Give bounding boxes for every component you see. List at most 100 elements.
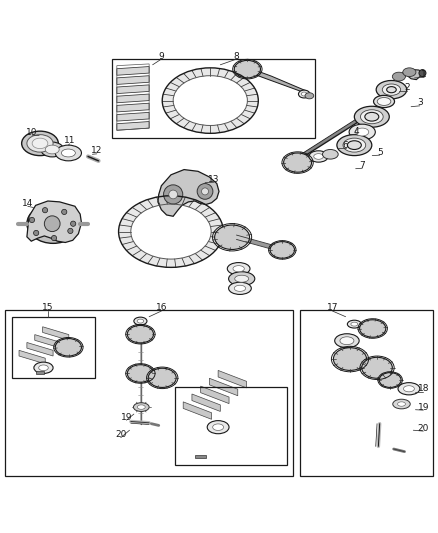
Polygon shape bbox=[195, 455, 206, 458]
Ellipse shape bbox=[337, 135, 372, 156]
Text: 14: 14 bbox=[22, 199, 33, 208]
Ellipse shape bbox=[340, 337, 354, 345]
Ellipse shape bbox=[354, 106, 389, 127]
Text: 20: 20 bbox=[115, 430, 127, 439]
Polygon shape bbox=[162, 68, 258, 133]
Polygon shape bbox=[201, 386, 229, 403]
Polygon shape bbox=[117, 85, 149, 94]
Ellipse shape bbox=[301, 92, 307, 96]
Ellipse shape bbox=[32, 138, 48, 149]
Polygon shape bbox=[42, 327, 69, 340]
Ellipse shape bbox=[351, 322, 358, 326]
Text: 9: 9 bbox=[159, 52, 164, 61]
Polygon shape bbox=[36, 372, 44, 374]
Ellipse shape bbox=[398, 402, 406, 406]
Circle shape bbox=[71, 221, 76, 227]
Circle shape bbox=[163, 185, 183, 204]
Ellipse shape bbox=[235, 275, 249, 282]
Ellipse shape bbox=[27, 204, 79, 244]
Text: 13: 13 bbox=[208, 175, 219, 184]
Circle shape bbox=[29, 217, 35, 223]
Ellipse shape bbox=[398, 383, 420, 395]
Polygon shape bbox=[158, 169, 219, 216]
Polygon shape bbox=[117, 76, 149, 84]
Text: 11: 11 bbox=[64, 136, 75, 146]
Ellipse shape bbox=[55, 145, 81, 161]
Text: 5: 5 bbox=[377, 148, 382, 157]
Text: 19: 19 bbox=[417, 402, 429, 411]
Polygon shape bbox=[35, 335, 61, 348]
Circle shape bbox=[169, 190, 177, 199]
Ellipse shape bbox=[314, 154, 323, 159]
Ellipse shape bbox=[207, 421, 229, 434]
Circle shape bbox=[34, 230, 39, 236]
Polygon shape bbox=[27, 343, 53, 356]
Text: 10: 10 bbox=[26, 127, 38, 136]
Polygon shape bbox=[27, 201, 81, 243]
Ellipse shape bbox=[347, 320, 361, 328]
Text: 16: 16 bbox=[155, 303, 167, 312]
Ellipse shape bbox=[403, 68, 416, 77]
Ellipse shape bbox=[41, 142, 64, 157]
Polygon shape bbox=[117, 94, 149, 103]
Polygon shape bbox=[245, 67, 311, 95]
Ellipse shape bbox=[234, 285, 246, 292]
Polygon shape bbox=[119, 196, 223, 268]
Text: 7: 7 bbox=[359, 161, 365, 169]
Ellipse shape bbox=[347, 141, 361, 149]
Ellipse shape bbox=[349, 124, 375, 140]
Ellipse shape bbox=[215, 225, 250, 249]
Text: 2: 2 bbox=[404, 83, 410, 92]
Circle shape bbox=[42, 207, 48, 213]
Polygon shape bbox=[218, 370, 247, 388]
Ellipse shape bbox=[234, 60, 261, 78]
Ellipse shape bbox=[393, 399, 410, 409]
Polygon shape bbox=[117, 112, 149, 121]
Ellipse shape bbox=[343, 138, 366, 152]
Ellipse shape bbox=[148, 368, 176, 387]
Ellipse shape bbox=[270, 241, 294, 258]
Text: 20: 20 bbox=[418, 424, 429, 433]
Text: 8: 8 bbox=[233, 52, 239, 61]
Ellipse shape bbox=[134, 317, 147, 325]
Circle shape bbox=[201, 188, 208, 195]
Ellipse shape bbox=[134, 403, 149, 411]
Ellipse shape bbox=[309, 151, 328, 162]
Ellipse shape bbox=[137, 319, 144, 323]
Ellipse shape bbox=[229, 282, 251, 294]
Ellipse shape bbox=[403, 386, 414, 392]
Polygon shape bbox=[117, 67, 149, 75]
Polygon shape bbox=[117, 103, 149, 112]
Text: 17: 17 bbox=[327, 303, 338, 312]
Ellipse shape bbox=[362, 357, 392, 378]
Circle shape bbox=[44, 216, 60, 231]
Ellipse shape bbox=[365, 112, 379, 121]
Text: 18: 18 bbox=[417, 384, 429, 393]
Polygon shape bbox=[19, 350, 45, 364]
Circle shape bbox=[62, 209, 67, 214]
Ellipse shape bbox=[127, 326, 153, 343]
Ellipse shape bbox=[229, 272, 255, 286]
Ellipse shape bbox=[21, 131, 58, 156]
Ellipse shape bbox=[360, 110, 383, 124]
Ellipse shape bbox=[138, 405, 145, 409]
Ellipse shape bbox=[227, 263, 250, 275]
Ellipse shape bbox=[379, 373, 401, 387]
Ellipse shape bbox=[322, 149, 338, 159]
Polygon shape bbox=[209, 378, 238, 395]
Ellipse shape bbox=[39, 365, 48, 370]
Ellipse shape bbox=[233, 265, 244, 272]
Text: 12: 12 bbox=[91, 146, 102, 155]
Ellipse shape bbox=[377, 98, 391, 106]
Ellipse shape bbox=[34, 362, 53, 374]
Ellipse shape bbox=[27, 135, 53, 152]
Ellipse shape bbox=[382, 84, 401, 95]
Polygon shape bbox=[183, 402, 212, 419]
Ellipse shape bbox=[335, 334, 359, 348]
Circle shape bbox=[68, 228, 73, 233]
Text: 15: 15 bbox=[42, 303, 53, 312]
Polygon shape bbox=[396, 69, 423, 79]
Circle shape bbox=[419, 70, 426, 77]
Text: 4: 4 bbox=[354, 127, 359, 136]
Ellipse shape bbox=[305, 93, 314, 99]
